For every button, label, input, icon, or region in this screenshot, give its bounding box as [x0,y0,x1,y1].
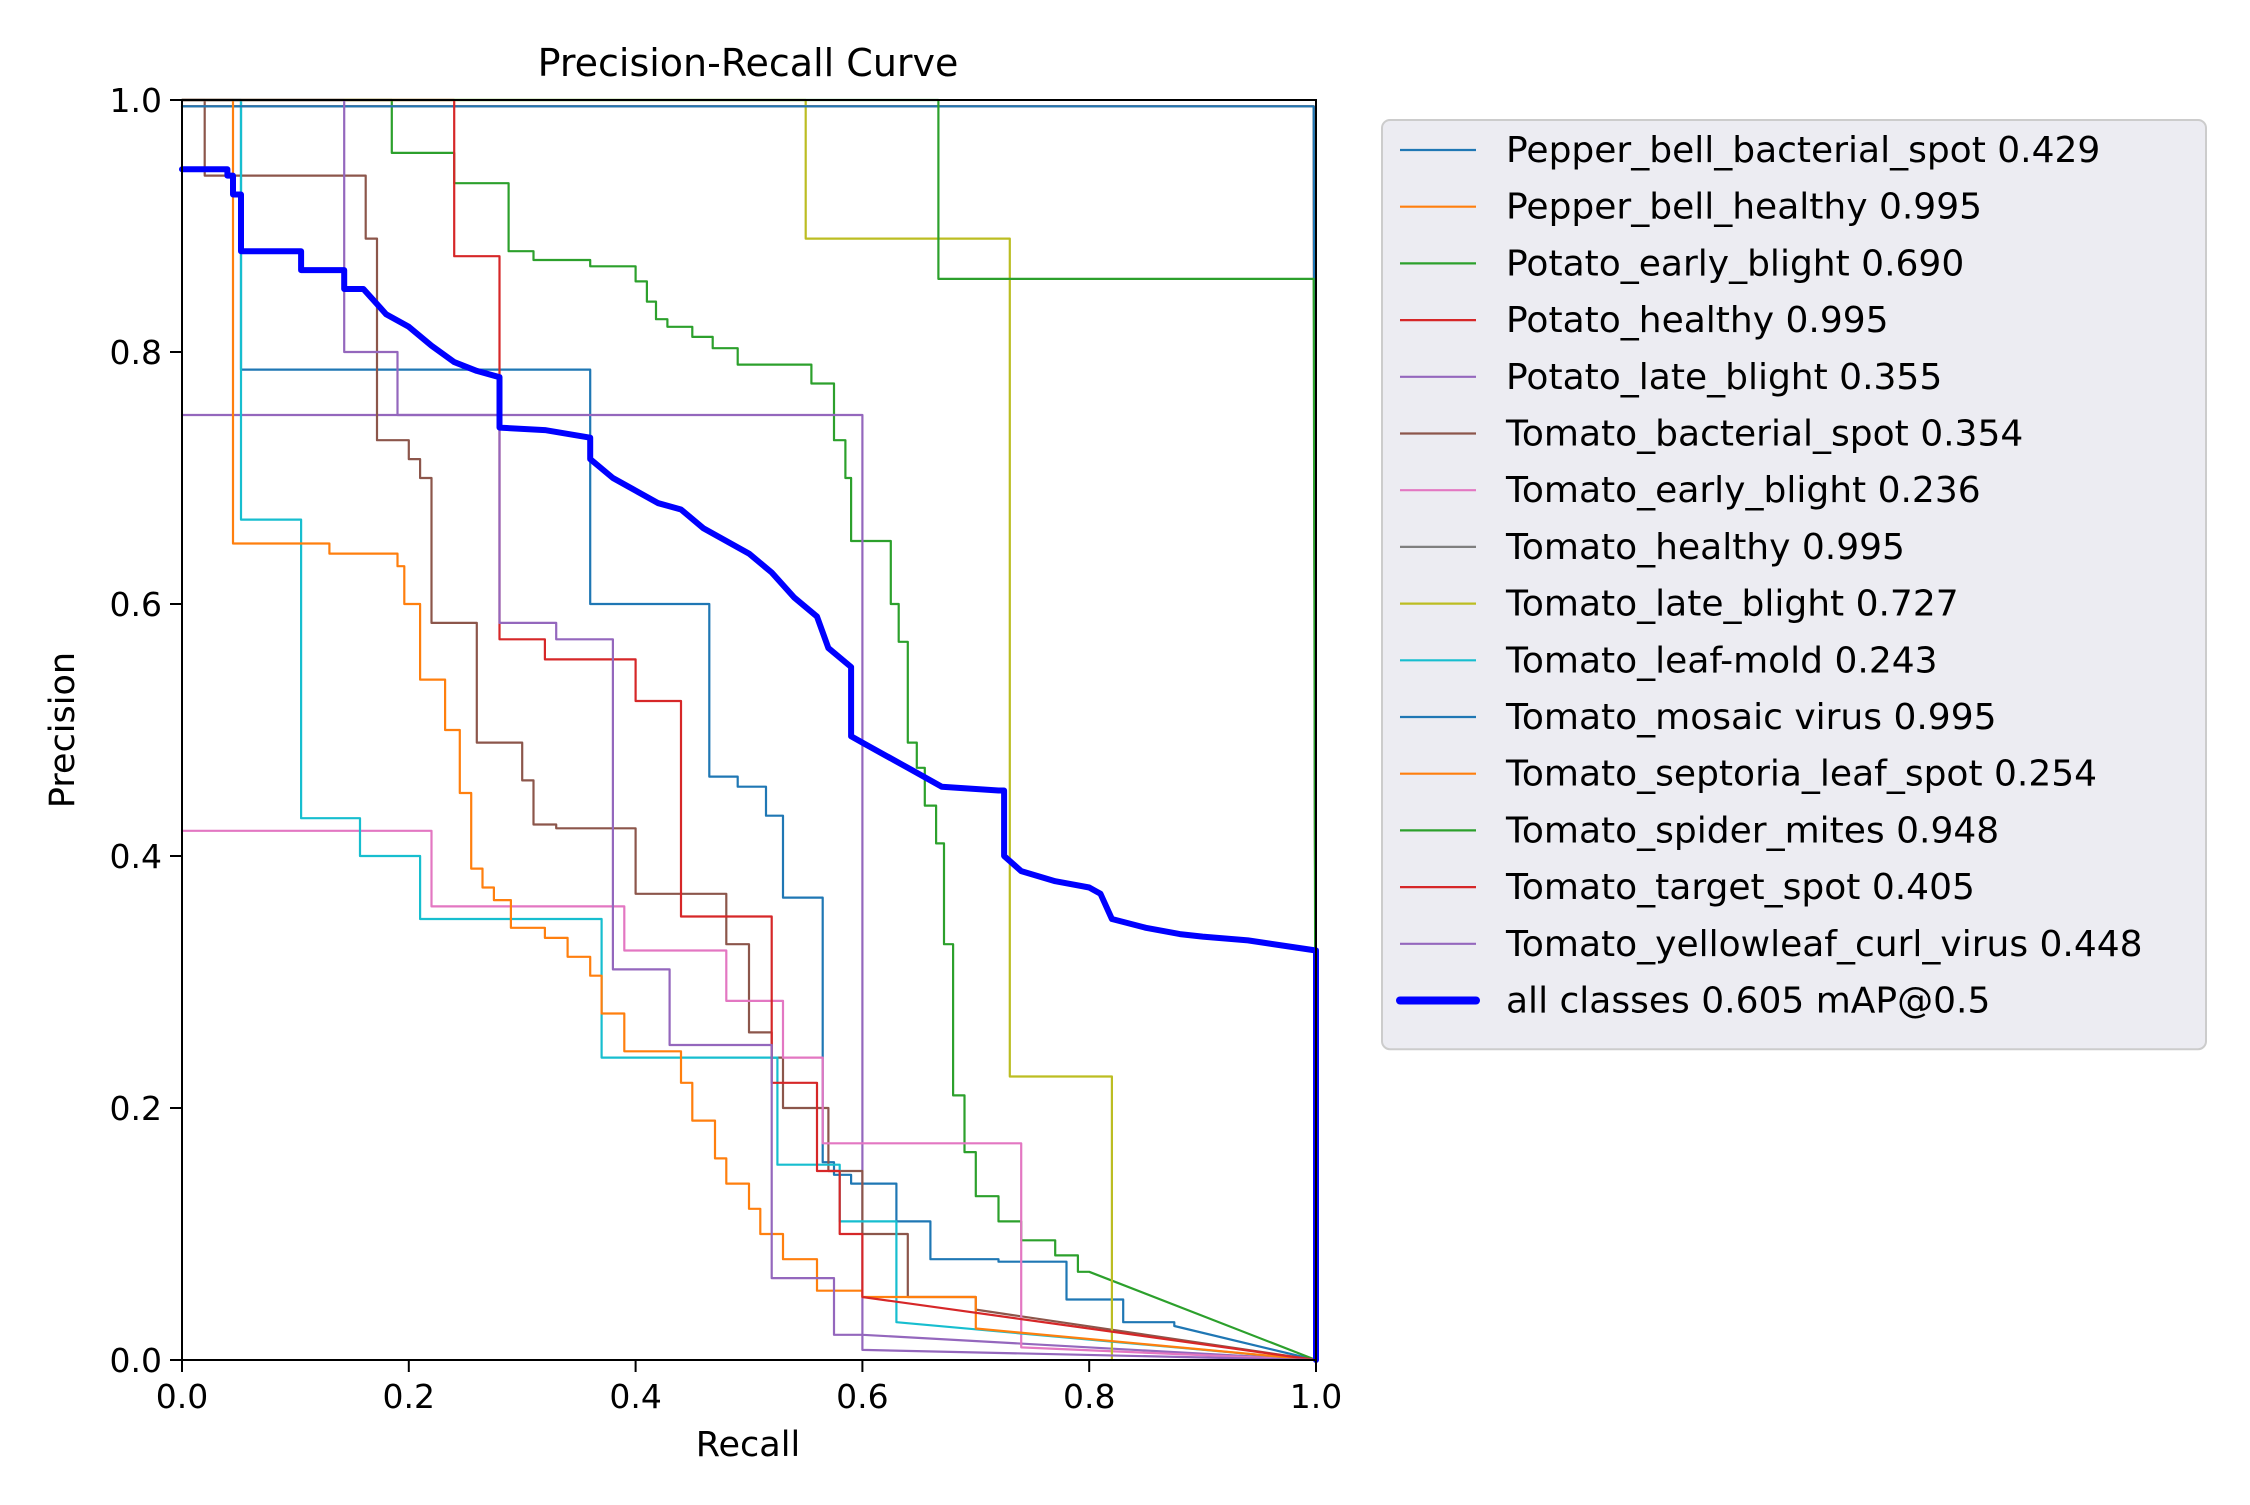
chart-title: Precision-Recall Curve [538,41,959,85]
legend-entry-label: Tomato_yellowleaf_curl_virus 0.448 [1505,924,2143,965]
legend-entry-label: Potato_late_blight 0.355 [1506,357,1942,398]
x-tick-label: 0.0 [156,1377,208,1416]
legend-entry-label: Tomato_spider_mites 0.948 [1505,810,1999,851]
legend-entry-label: Potato_early_blight 0.690 [1506,243,1964,284]
series-line-0 [180,98,1318,1362]
series-line-6 [180,829,1318,1362]
legend-entry-label: Tomato_mosaic virus 0.995 [1505,697,1997,738]
legend-box [1381,119,2207,1051]
plot-area [179,98,1319,1363]
series-line-1 [180,105,1318,1362]
x-tick-label: 0.2 [383,1377,435,1416]
y-axis-ticks: 0.0 0.2 0.4 0.6 0.8 1.0 [110,81,182,1380]
x-tick-label: 1.0 [1290,1377,1342,1416]
legend-entry-label: Tomato_late_blight 0.727 [1505,584,1959,625]
series-line-3 [180,105,1318,1362]
series-line-13 [180,98,1318,1362]
y-tick-label: 0.2 [110,1089,162,1128]
legend-entry-label: all classes 0.605 mAP@0.5 [1506,981,1990,1022]
series-line-2 [180,98,1318,1362]
legend: Pepper_bell_bacterial_spot 0.429 Pepper_b… [1381,119,2207,1051]
legend-entry-label: Tomato_bacterial_spot 0.354 [1505,414,2023,455]
legend-entry-label: Tomato_healthy 0.995 [1505,527,1905,568]
legend-entry-label: Potato_healthy 0.995 [1506,300,1889,341]
series-line-4 [180,413,1318,1362]
legend-entry-label: Pepper_bell_healthy 0.995 [1506,187,1982,228]
legend-entry-label: Pepper_bell_bacterial_spot 0.429 [1506,130,2100,171]
y-tick-label: 1.0 [110,81,162,120]
y-tick-label: 0.8 [110,333,162,372]
y-axis-label: Precision [43,652,83,808]
x-tick-label: 0.6 [836,1377,888,1416]
legend-entry-label: Tomato_leaf-mold 0.243 [1505,640,1938,681]
y-tick-label: 0.6 [110,585,162,624]
legend-entry-label: Tomato_early_blight 0.236 [1505,470,1981,511]
y-tick-label: 0.4 [110,837,162,876]
legend-entry-label: Tomato_septoria_leaf_spot 0.254 [1505,754,2097,795]
series-line-10 [180,105,1318,1362]
x-tick-label: 0.8 [1063,1377,1115,1416]
series-line-5 [180,98,1318,1362]
x-tick-label: 0.4 [609,1377,661,1416]
legend-entry-label: Tomato_target_spot 0.405 [1505,867,1975,908]
plot-frame [181,99,1317,1361]
y-tick-label: 0.0 [110,1341,162,1380]
series-line-11 [180,98,1318,1362]
x-axis-label: Recall [696,1425,800,1465]
series-line-15 [179,166,1319,1363]
series-line-14 [180,98,1318,1362]
x-axis-ticks: 0.0 0.2 0.4 0.6 0.8 1.0 [156,1360,1342,1416]
series-line-7 [180,105,1318,1362]
